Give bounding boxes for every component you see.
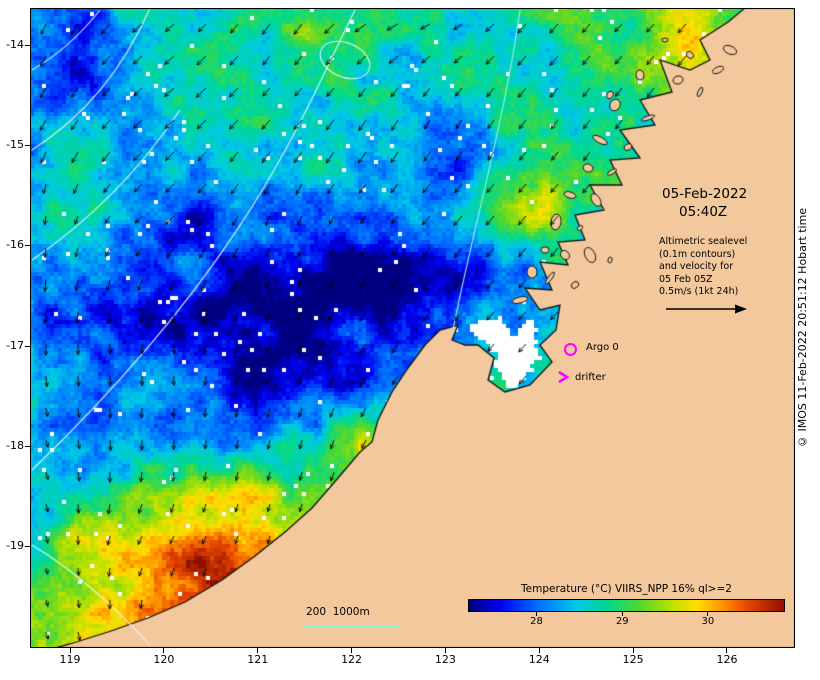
copyright-text: © IMOS 11-Feb-2022 20:51:12 Hobart time [796,207,809,449]
y-axis-tick [25,445,30,447]
y-axis-tick-label: -16 [6,238,24,252]
y-axis-tick [25,345,30,347]
x-axis-tick [726,648,728,653]
argo-label: Argo 0 [586,342,619,353]
x-axis-tick [444,648,446,653]
altimetric-note: Altimetric sealevel (0.1m contours) and … [659,236,799,299]
argo-float-icon [564,343,577,356]
x-axis-tick [351,648,353,653]
x-axis-tick-label: 124 [528,653,550,666]
colorbar [468,599,785,612]
x-axis-tick-label: 126 [716,653,738,666]
colorbar-tick [621,612,623,616]
velocity-scale-arrow-icon [666,304,747,314]
y-axis-tick [25,45,30,46]
altimetric-note-line: 05 Feb 05Z [659,273,713,285]
altimetric-note-line: (0.1m contours) [659,248,736,260]
y-axis-tick-label: -19 [6,539,24,552]
colorbar-tick-label: 29 [615,616,629,627]
y-axis-tick-label: -17 [6,338,24,352]
x-axis-tick-label: 120 [153,653,175,666]
colorbar-tick [536,612,538,616]
x-axis-tick [257,648,259,653]
obs-date: 05-Feb-2022 [662,186,748,202]
y-axis-tick [25,245,30,247]
altimetric-note-line: and velocity for [659,261,734,272]
colorbar-tick [707,612,709,616]
y-axis-tick [25,145,30,147]
sst-raster-canvas [30,8,795,648]
drifter-arrow-icon [558,370,569,384]
altimetric-note-line: 0.5m/s (1kt 24h) [659,286,739,297]
y-axis-tick-label: -15 [6,138,24,152]
depth-contour-legend-line [303,625,399,627]
x-axis-tick-label: 125 [622,653,644,666]
colorbar-tick-label: 28 [530,616,543,627]
colorbar-label: Temperature (°C) VIIRS_NPP 16% ql>=2 [521,583,732,595]
colorbar-tick-label: 30 [701,616,715,627]
x-axis-tick [632,648,634,653]
x-axis-tick-label: 119 [59,653,81,666]
drifter-label: drifter [575,372,606,383]
altimetric-note-line: Altimetric sealevel [659,236,748,247]
x-axis-tick-label: 122 [341,653,363,666]
x-axis-tick-label: 123 [434,653,456,666]
depth-contour-legend: 200 1000m [306,606,370,618]
y-axis-tick-label: -18 [6,438,24,452]
x-axis-tick-label: 121 [247,653,269,666]
y-axis-tick-label: -14 [6,38,24,51]
y-axis-tick [25,546,30,547]
x-axis-tick [69,648,71,653]
x-axis-tick [538,648,540,653]
obs-time: 05:40Z [679,204,728,220]
x-axis-tick [163,648,165,653]
